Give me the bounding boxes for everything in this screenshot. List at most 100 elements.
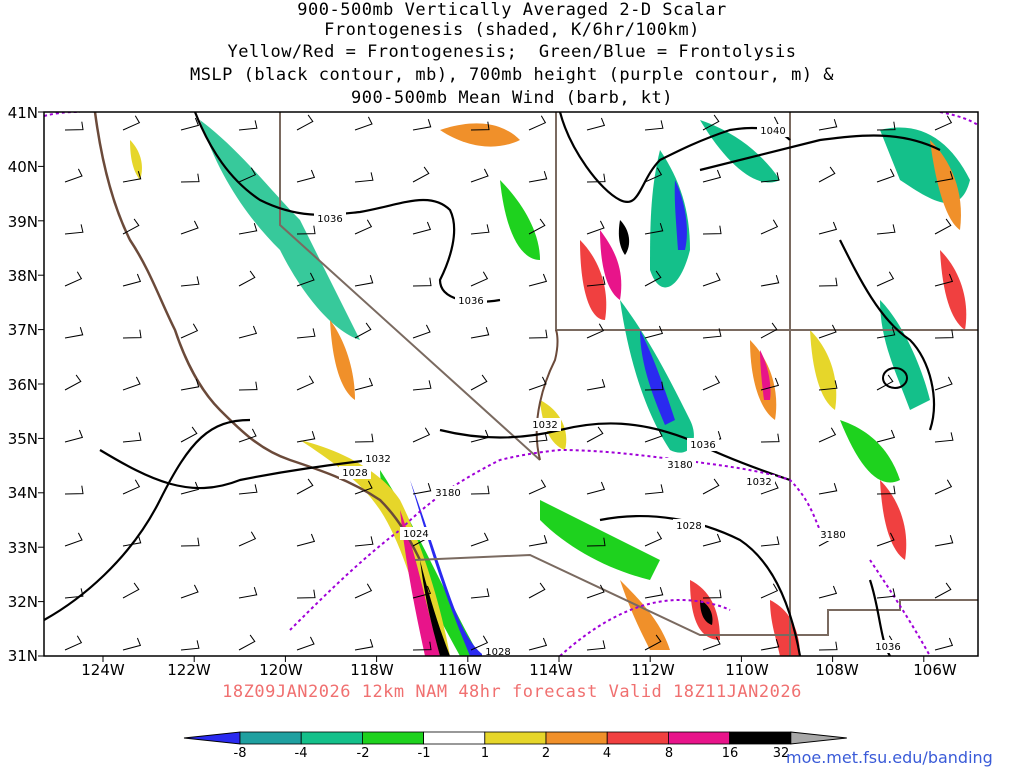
wind-barb (702, 375, 721, 391)
colorbar-swatch (545, 731, 608, 745)
wind-barb (296, 169, 316, 183)
wind-barb (64, 271, 83, 287)
colorbar-swatch (606, 731, 669, 745)
wind-barb (470, 168, 489, 183)
contour-labels: 1040 1036 1036 1032 1028 3180 1024 1032 … (314, 124, 904, 658)
wind-barb (586, 117, 606, 131)
wind-barb (644, 587, 664, 599)
colorbar-swatch (484, 731, 547, 745)
lat-label: 39N (7, 213, 38, 231)
lat-label: 35N (7, 430, 38, 448)
contour-label: 1040 (760, 126, 785, 137)
wind-barb (702, 328, 722, 339)
wind-barb (876, 485, 896, 495)
wind-barb (818, 166, 836, 183)
wind-barb (122, 479, 141, 495)
wind-barb (354, 219, 373, 235)
wind-barb (760, 219, 779, 235)
wind-barb (64, 635, 83, 651)
wind-barb (180, 173, 200, 183)
border (414, 553, 978, 636)
contour-layer (44, 112, 978, 656)
frontogenesis-region (940, 250, 967, 330)
wind-barb (528, 582, 546, 599)
wind-barb (702, 533, 722, 547)
frontolysis-core (640, 330, 675, 425)
contour-label: 1028 (342, 468, 367, 479)
wind-barb (412, 483, 432, 495)
wind-barb (354, 433, 374, 443)
wind-barb (122, 376, 141, 391)
wind-barb (934, 637, 954, 651)
wind-barb (238, 381, 258, 391)
coastline (93, 112, 422, 561)
wind-barb (180, 379, 200, 391)
wind-barb (470, 121, 490, 131)
wind-barb (122, 432, 142, 443)
mslp-contour (839, 239, 936, 431)
wind-barb (354, 322, 372, 339)
wind-barb (934, 582, 952, 599)
wind-barb (64, 121, 84, 131)
wind-barb (760, 377, 780, 391)
wind-barb (528, 329, 548, 339)
mslp-contour (439, 422, 791, 482)
wind-barb (354, 480, 373, 495)
contour-label: 3180 (435, 488, 460, 499)
frontogenesis-max (420, 560, 450, 656)
wind-barb (644, 484, 664, 495)
mslp-contour (193, 112, 501, 303)
wind-barb (180, 584, 199, 599)
wind-barb (354, 536, 374, 547)
lon-label: 120W (259, 661, 303, 679)
wind-barb (412, 324, 431, 339)
wind-barb (238, 531, 257, 547)
wind-barb (296, 431, 316, 443)
contour-label: 1024 (403, 529, 428, 540)
wind-barb (470, 429, 490, 443)
wind-barb (122, 218, 140, 235)
lat-label: 40N (7, 158, 38, 176)
wind-barb (644, 428, 663, 443)
colorbar-label: 32 (772, 746, 790, 761)
wind-barb (644, 531, 663, 547)
wind-barb (876, 429, 896, 443)
colorbar-swatch (423, 731, 486, 745)
wind-barb (528, 535, 548, 547)
contour-label: 1032 (746, 477, 771, 488)
frontogenesis-region (130, 140, 142, 180)
wind-barb (702, 169, 722, 183)
wind-barb (818, 277, 838, 287)
wind-barb (122, 637, 142, 651)
frontogenesis-core (400, 510, 440, 656)
frontogenesis-region (440, 123, 520, 147)
wind-barb (528, 171, 548, 183)
colorbar-label: -4 (294, 746, 308, 761)
credit-link[interactable]: moe.met.fsu.edu/banding (786, 748, 993, 767)
contour-label: 1028 (485, 647, 510, 658)
colorbar-label: 2 (541, 746, 551, 761)
wind-barb (412, 380, 432, 391)
wind-barb (586, 481, 606, 495)
wind-barb (876, 271, 895, 287)
lon-label: 116W (438, 661, 482, 679)
wind-barb (760, 536, 780, 547)
wind-barb (354, 275, 374, 287)
colorbar-arrow-right (790, 731, 847, 745)
wind-barb (296, 114, 314, 131)
wind-barb (64, 327, 84, 339)
mslp-contour (599, 515, 802, 656)
wind-barb (180, 220, 199, 235)
wind-barb (296, 636, 315, 651)
frontolysis-region (650, 150, 690, 288)
wind-barb (934, 376, 953, 391)
wind-barb (702, 636, 721, 651)
height-contour (559, 598, 731, 656)
frontolysis-region (500, 180, 540, 260)
shading-layer (130, 120, 970, 656)
wind-barb (760, 275, 780, 287)
forecast-footer: 18Z09JAN2026 12km NAM 48hr forecast Vali… (222, 682, 802, 702)
frontolysis-region (840, 420, 900, 483)
frontogenesis-region (580, 240, 607, 320)
title-line-1: 900-500mb Vertically Averaged 2-D Scalar (297, 0, 727, 20)
